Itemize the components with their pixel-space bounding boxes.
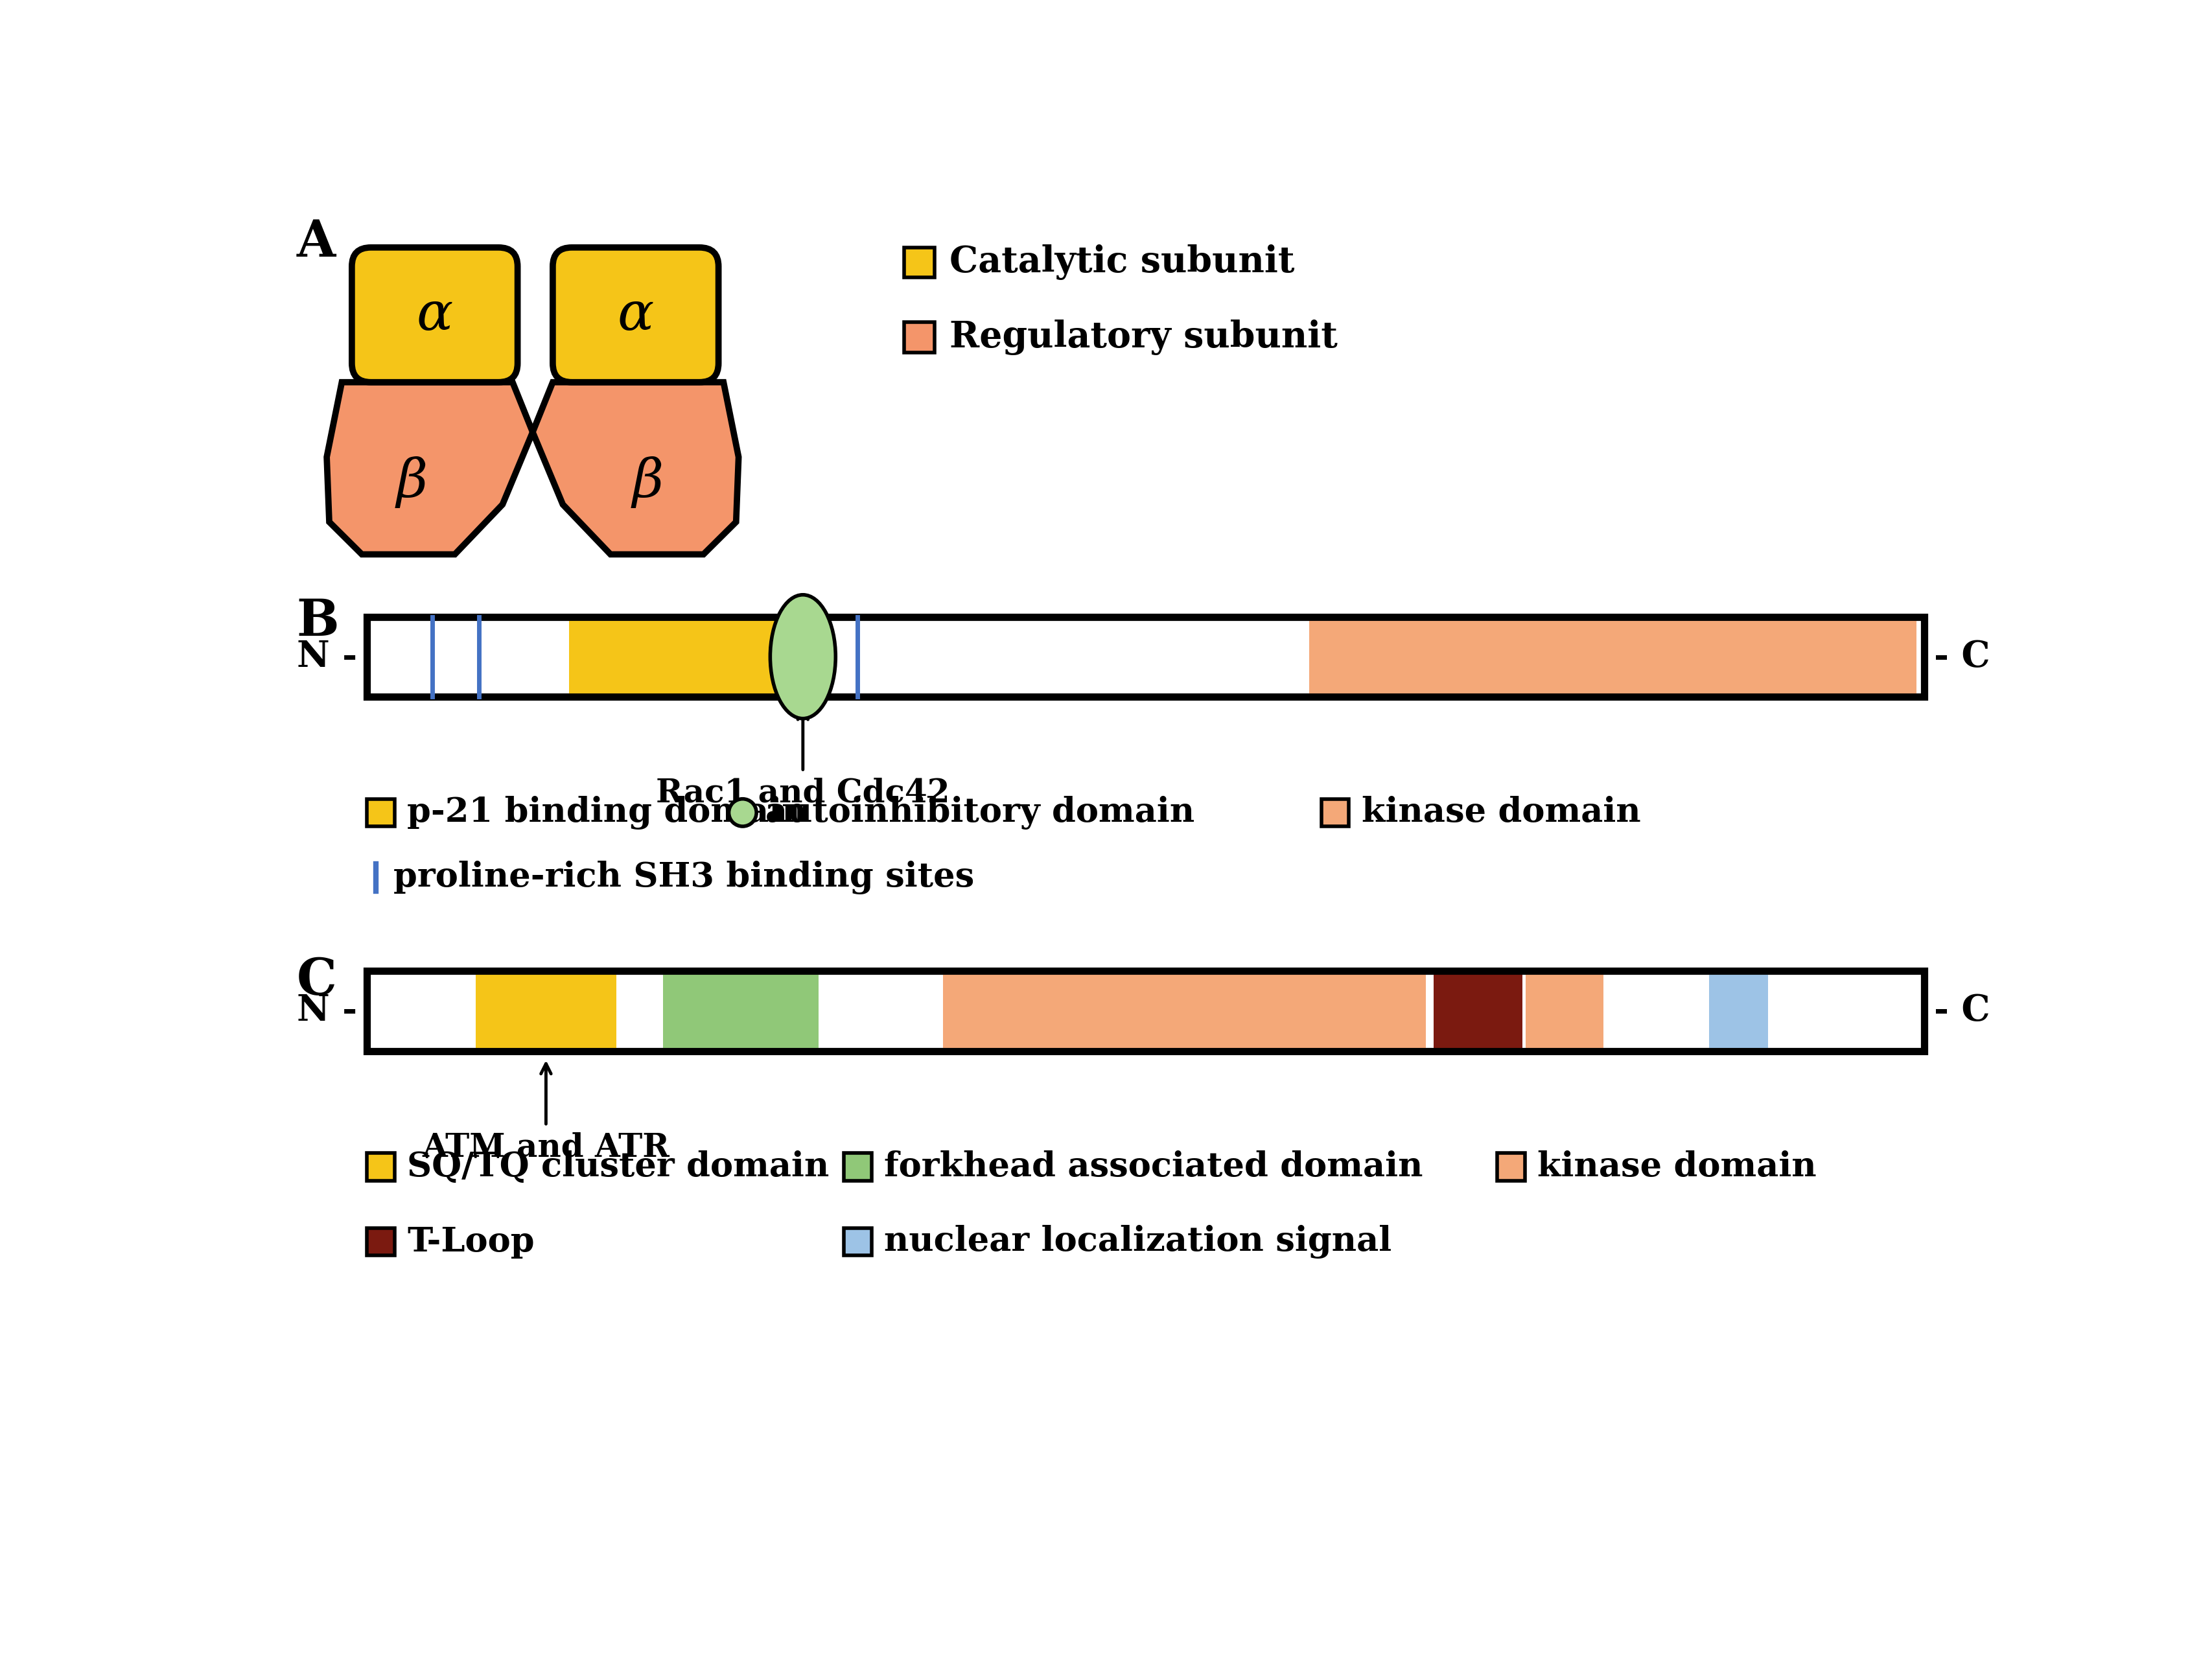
Text: Rac1 and Cdc42: Rac1 and Cdc42: [657, 777, 949, 810]
Text: β: β: [633, 456, 664, 507]
Bar: [942, 971, 1427, 1051]
Text: Regulatory subunit: Regulatory subunit: [949, 319, 1338, 356]
Text: Catalytic subunit: Catalytic subunit: [949, 244, 1294, 281]
Bar: [1433, 971, 1522, 1051]
Text: α: α: [416, 289, 453, 341]
Bar: [845, 1152, 872, 1181]
Text: kinase domain: kinase domain: [1360, 797, 1641, 830]
Ellipse shape: [770, 595, 836, 718]
FancyBboxPatch shape: [553, 248, 719, 382]
Bar: [367, 1227, 394, 1256]
Text: p-21 binding domain: p-21 binding domain: [407, 797, 807, 830]
Bar: [367, 971, 1924, 1051]
Text: α: α: [617, 289, 655, 341]
Bar: [845, 1227, 872, 1256]
Bar: [367, 971, 1924, 1051]
Text: N -: N -: [296, 993, 356, 1029]
Bar: [367, 617, 1924, 697]
Text: forkhead associated domain: forkhead associated domain: [885, 1151, 1422, 1184]
Bar: [1310, 617, 1916, 697]
Bar: [476, 971, 617, 1051]
Bar: [367, 617, 1924, 697]
Bar: [905, 248, 933, 278]
Text: ATM and ATR: ATM and ATR: [422, 1133, 670, 1164]
Ellipse shape: [728, 798, 757, 827]
Text: B: B: [296, 597, 338, 645]
Text: C: C: [296, 956, 336, 1006]
Polygon shape: [327, 382, 533, 554]
Bar: [1321, 798, 1349, 827]
Text: A: A: [296, 218, 336, 266]
Text: proline-rich SH3 binding sites: proline-rich SH3 binding sites: [394, 861, 975, 895]
Text: β: β: [396, 456, 427, 507]
Text: kinase domain: kinase domain: [1537, 1151, 1816, 1184]
Bar: [1526, 971, 1604, 1051]
Bar: [367, 1152, 394, 1181]
Text: autoinhibitory domain: autoinhibitory domain: [765, 797, 1194, 830]
Bar: [664, 971, 818, 1051]
Bar: [905, 323, 933, 353]
Polygon shape: [533, 382, 739, 554]
Bar: [1710, 971, 1767, 1051]
Text: nuclear localization signal: nuclear localization signal: [885, 1226, 1391, 1259]
Text: SQ/TQ cluster domain: SQ/TQ cluster domain: [407, 1151, 830, 1184]
Bar: [367, 798, 394, 827]
Text: - C: - C: [1933, 993, 1991, 1029]
Bar: [1498, 1152, 1524, 1181]
Bar: [568, 617, 779, 697]
Text: N -: N -: [296, 639, 356, 675]
Text: T-Loop: T-Loop: [407, 1226, 535, 1259]
FancyBboxPatch shape: [352, 248, 518, 382]
Text: - C: - C: [1933, 639, 1991, 675]
